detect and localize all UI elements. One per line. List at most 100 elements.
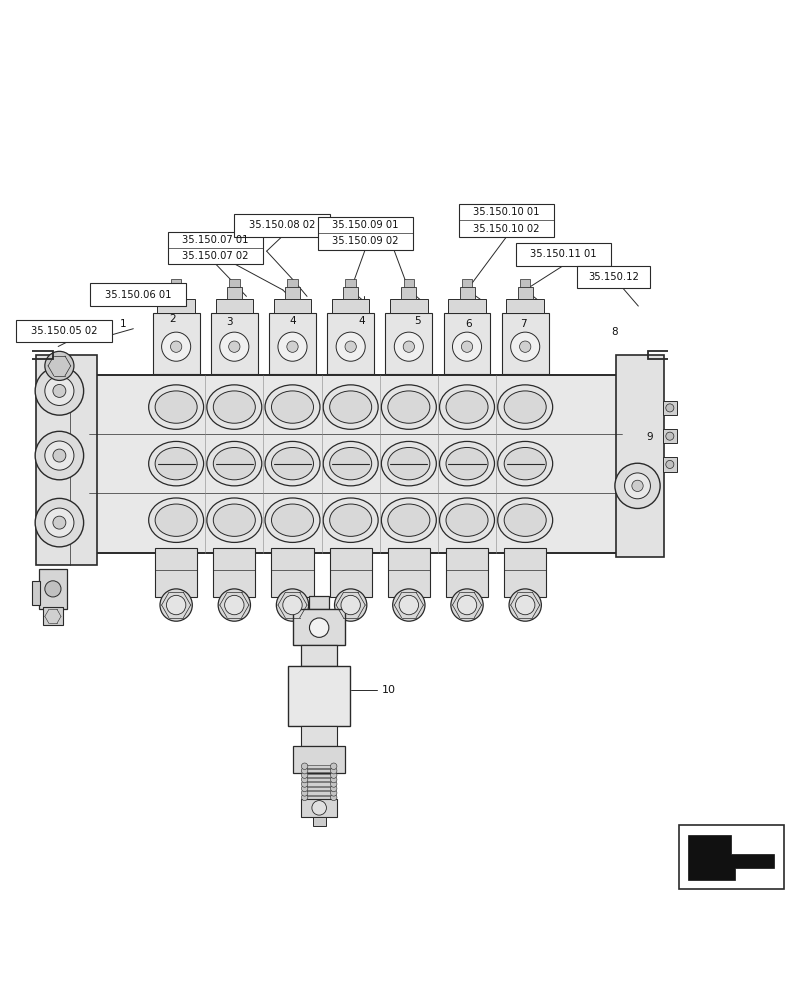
Ellipse shape <box>330 391 372 423</box>
Ellipse shape <box>155 504 197 536</box>
Ellipse shape <box>149 498 204 542</box>
Circle shape <box>509 589 541 621</box>
Circle shape <box>301 776 308 783</box>
Text: 35.150.10 01: 35.150.10 01 <box>473 207 540 217</box>
Text: 10: 10 <box>382 685 396 695</box>
Bar <box>155 548 197 597</box>
Circle shape <box>166 595 186 615</box>
Bar <box>234 214 330 237</box>
Circle shape <box>44 581 61 597</box>
Text: 35.150.09 02: 35.150.09 02 <box>332 236 398 246</box>
Circle shape <box>301 763 308 769</box>
Bar <box>520 279 530 287</box>
Ellipse shape <box>381 498 436 542</box>
Bar <box>269 313 316 374</box>
Ellipse shape <box>149 441 204 486</box>
Circle shape <box>632 480 643 492</box>
Ellipse shape <box>271 447 314 480</box>
Text: 35.150.10 02: 35.150.10 02 <box>473 224 540 234</box>
Ellipse shape <box>446 447 488 480</box>
Ellipse shape <box>498 498 553 542</box>
Circle shape <box>341 595 360 615</box>
Bar <box>305 769 334 772</box>
Circle shape <box>45 441 74 470</box>
Bar <box>211 313 258 374</box>
Circle shape <box>399 595 419 615</box>
Text: 2: 2 <box>170 314 176 324</box>
Circle shape <box>301 790 308 796</box>
Text: 35.150.09 01: 35.150.09 01 <box>332 220 398 230</box>
Circle shape <box>162 332 191 361</box>
Circle shape <box>160 589 192 621</box>
Bar <box>663 457 677 472</box>
Circle shape <box>309 618 329 637</box>
Bar <box>616 355 664 557</box>
Circle shape <box>330 790 337 796</box>
Ellipse shape <box>155 391 197 423</box>
Text: 35.150.06 01: 35.150.06 01 <box>105 290 171 300</box>
Circle shape <box>301 781 308 787</box>
Bar <box>305 796 334 799</box>
Bar <box>227 287 242 299</box>
Bar <box>274 299 311 313</box>
Bar <box>169 287 183 299</box>
Bar <box>516 243 611 266</box>
Text: 4: 4 <box>289 316 296 326</box>
Circle shape <box>36 431 84 480</box>
Bar <box>388 548 430 597</box>
Text: 7: 7 <box>520 319 527 329</box>
Bar <box>305 774 334 777</box>
Bar <box>313 817 326 826</box>
Circle shape <box>336 332 365 361</box>
Circle shape <box>36 498 84 547</box>
Text: 3: 3 <box>226 317 233 327</box>
Circle shape <box>345 341 356 352</box>
Circle shape <box>330 781 337 787</box>
Circle shape <box>330 785 337 792</box>
Ellipse shape <box>323 498 378 542</box>
Bar <box>318 217 413 250</box>
Text: 5: 5 <box>414 316 420 326</box>
Circle shape <box>393 589 425 621</box>
Bar <box>385 313 432 374</box>
Circle shape <box>451 589 483 621</box>
Bar <box>271 548 314 597</box>
Circle shape <box>36 367 84 415</box>
Circle shape <box>45 508 74 537</box>
Circle shape <box>330 763 337 769</box>
Circle shape <box>301 785 308 792</box>
Bar <box>36 355 97 565</box>
Bar <box>462 279 472 287</box>
Circle shape <box>666 432 674 440</box>
Ellipse shape <box>388 447 430 480</box>
Text: 9: 9 <box>646 432 653 442</box>
Bar <box>288 279 297 287</box>
Circle shape <box>170 341 182 352</box>
Bar <box>216 299 253 313</box>
Ellipse shape <box>504 447 546 480</box>
Ellipse shape <box>149 385 204 429</box>
Circle shape <box>615 463 660 508</box>
Circle shape <box>218 589 250 621</box>
Bar <box>390 299 427 313</box>
Ellipse shape <box>213 447 255 480</box>
Ellipse shape <box>323 385 378 429</box>
Bar <box>346 279 356 287</box>
Ellipse shape <box>504 504 546 536</box>
Bar <box>504 548 546 597</box>
Ellipse shape <box>504 391 546 423</box>
Ellipse shape <box>498 441 553 486</box>
Text: 35.150.07 02: 35.150.07 02 <box>183 251 249 261</box>
Text: 6: 6 <box>465 319 472 329</box>
Text: 35.150.11 01: 35.150.11 01 <box>530 249 596 259</box>
Bar <box>288 666 350 726</box>
Circle shape <box>452 332 482 361</box>
Bar <box>39 569 67 609</box>
Ellipse shape <box>330 447 372 480</box>
Circle shape <box>53 449 66 462</box>
Bar <box>577 266 650 288</box>
Ellipse shape <box>440 385 494 429</box>
Bar <box>305 787 334 790</box>
Bar <box>448 299 486 313</box>
Circle shape <box>225 595 244 615</box>
